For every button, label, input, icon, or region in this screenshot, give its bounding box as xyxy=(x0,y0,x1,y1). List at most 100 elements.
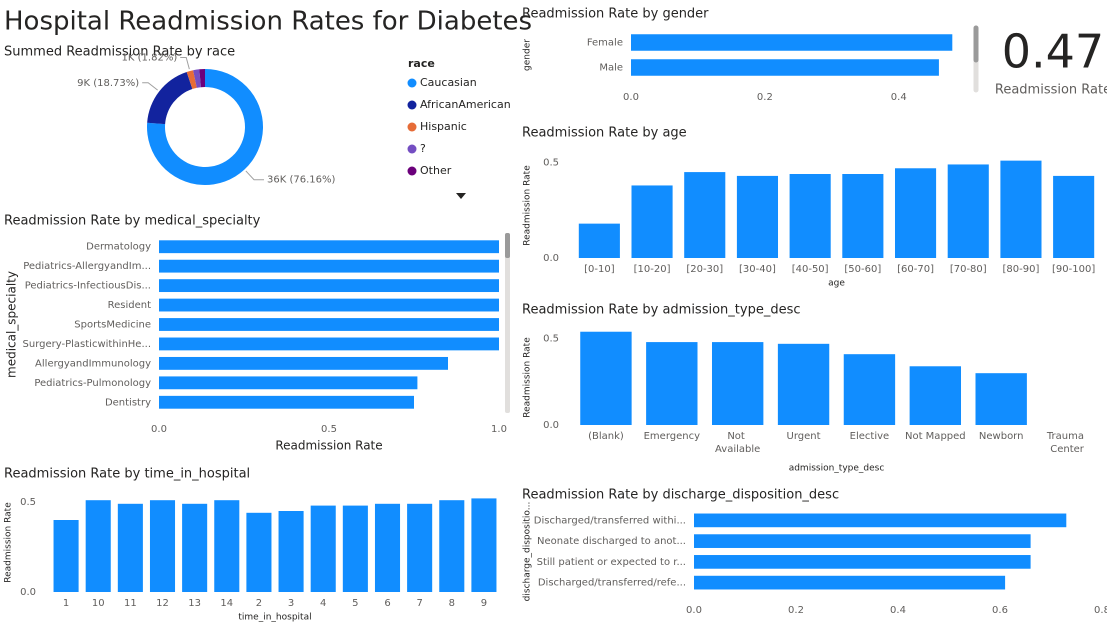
legend-swatch xyxy=(407,78,417,88)
x-tick-label: 0.2 xyxy=(788,605,804,616)
bar xyxy=(159,279,499,293)
bar xyxy=(694,513,1067,528)
leader-line xyxy=(142,82,158,91)
y-axis-title: Readmission Rate xyxy=(4,502,14,583)
x-tick-label: [20-30] xyxy=(686,264,723,275)
bar xyxy=(159,318,499,331)
legend-scroll-arrow[interactable] xyxy=(456,193,466,199)
bar xyxy=(246,512,272,592)
y-tick-label: Discharged/transferred withi... xyxy=(534,515,686,526)
bar xyxy=(53,520,79,592)
bar xyxy=(159,337,499,351)
bar xyxy=(374,503,401,592)
leader-line xyxy=(245,170,265,181)
y-tick-label: Pediatrics-InfectiousDis... xyxy=(25,281,151,292)
x-tick-label: 9 xyxy=(481,598,487,609)
x-tick-label: 0.0 xyxy=(623,92,639,103)
x-tick-label: 0.4 xyxy=(891,92,907,103)
bar xyxy=(278,511,304,592)
x-tick-label: [60-70] xyxy=(897,264,934,275)
y-tick-label: 0.5 xyxy=(543,158,559,169)
x-tick-label: Elective xyxy=(850,431,890,442)
y-axis-title: Readmission Rate xyxy=(523,337,533,418)
bar xyxy=(711,342,764,425)
x-tick-label: 5 xyxy=(352,598,358,609)
x-tick-label: [10-20] xyxy=(634,264,671,275)
y-tick-label: 0.0 xyxy=(20,587,36,598)
x-tick-label: 8 xyxy=(449,598,455,609)
legend-label: AfricanAmerican xyxy=(420,98,511,111)
y-tick-label: Neonate discharged to anot... xyxy=(537,536,686,547)
bar xyxy=(342,505,368,592)
bar xyxy=(694,575,1006,590)
donut-slice xyxy=(193,69,202,88)
bar xyxy=(684,172,726,258)
y-tick-label: Pediatrics-AllergyandIm... xyxy=(23,261,151,272)
bar xyxy=(214,500,240,592)
data-label: 1K (1.82%) xyxy=(122,52,178,63)
y-tick-label: Pediatrics-Pulmonology xyxy=(34,378,151,389)
x-tick-label: 13 xyxy=(188,598,201,609)
x-axis-title: age xyxy=(828,279,845,289)
x-tick-label: 14 xyxy=(220,598,233,609)
bar xyxy=(117,503,143,592)
bar xyxy=(975,373,1027,425)
x-tick-label: 2 xyxy=(256,598,262,609)
chart-title: Readmission Rate by time_in_hospital xyxy=(4,467,250,482)
bar xyxy=(631,59,939,76)
y-tick-label: 0.0 xyxy=(543,420,559,431)
bar xyxy=(578,223,620,258)
bar xyxy=(439,500,465,592)
x-tick-label: 11 xyxy=(124,598,137,609)
legend-title: race xyxy=(408,57,435,70)
bar xyxy=(149,500,176,592)
x-tick-label: Not Mapped xyxy=(905,431,966,442)
x-tick-label: Trauma Center xyxy=(1046,431,1087,455)
legend-swatch xyxy=(407,100,417,110)
page-title: Hospital Readmission Rates for Diabetes xyxy=(4,7,532,37)
leader-line xyxy=(180,56,190,70)
x-axis-title: admission_type_desc xyxy=(789,464,885,474)
y-axis-title: Readmission Rate xyxy=(523,165,533,246)
bar xyxy=(1000,160,1042,258)
y-tick-label: Discharged/transferred/refe... xyxy=(538,578,686,589)
donut-slice xyxy=(147,69,263,186)
card-value: 0.47 xyxy=(1002,25,1104,79)
bar xyxy=(159,259,499,273)
x-tick-label: 1 xyxy=(63,598,69,609)
bar xyxy=(471,498,497,592)
bar xyxy=(182,503,208,592)
y-tick-label: Resident xyxy=(108,300,151,311)
legend-label: Other xyxy=(420,164,452,177)
y-tick-label: 0.5 xyxy=(20,497,36,508)
x-tick-label: [0-10] xyxy=(584,264,615,275)
chart-title: Readmission Rate by discharge_dispositio… xyxy=(522,488,839,503)
bar xyxy=(843,354,896,425)
y-tick-label: SportsMedicine xyxy=(74,320,151,331)
legend-swatch xyxy=(407,122,417,132)
x-tick-label: 1.0 xyxy=(491,424,507,435)
chart-title: Readmission Rate by gender xyxy=(522,7,709,22)
x-tick-label: 4 xyxy=(320,598,326,609)
bar xyxy=(631,185,673,258)
x-tick-label: 6 xyxy=(384,598,390,609)
y-axis-title: discharge_dispositio... xyxy=(523,502,533,602)
bar xyxy=(947,164,989,258)
x-tick-label: [90-100] xyxy=(1052,264,1095,275)
y-tick-label: Still patient or expected to r... xyxy=(537,557,686,568)
bar xyxy=(159,376,418,390)
x-tick-label: Urgent xyxy=(787,431,821,442)
card-label: Readmission Rate xyxy=(995,83,1107,98)
scrollbar[interactable] xyxy=(505,233,510,413)
bar xyxy=(159,395,414,409)
scrollbar-thumb[interactable] xyxy=(505,233,510,258)
donut-slice xyxy=(186,70,197,90)
bar xyxy=(159,356,448,370)
x-tick-label: Not Available xyxy=(715,431,760,455)
bar xyxy=(694,555,1031,569)
legend-swatch xyxy=(407,166,417,176)
x-tick-label: 12 xyxy=(156,598,169,609)
y-tick-label: Surgery-PlasticwithinHe... xyxy=(23,339,151,350)
x-tick-label: 10 xyxy=(92,598,105,609)
